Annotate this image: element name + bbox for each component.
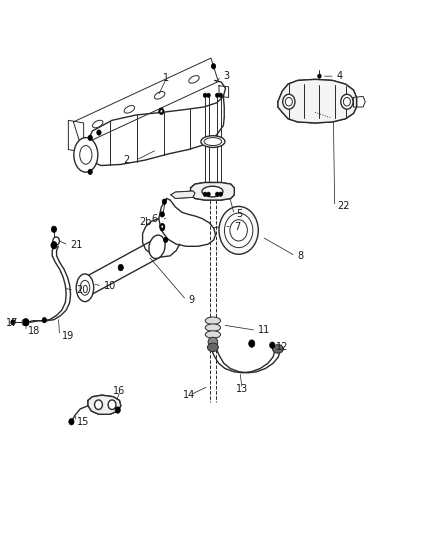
- Text: 19: 19: [62, 330, 74, 341]
- Text: 11: 11: [258, 325, 271, 335]
- Circle shape: [51, 226, 57, 232]
- Circle shape: [69, 418, 74, 425]
- Ellipse shape: [108, 400, 116, 409]
- Polygon shape: [88, 395, 121, 414]
- Ellipse shape: [74, 138, 98, 172]
- Text: 21: 21: [71, 240, 83, 250]
- Polygon shape: [191, 182, 234, 200]
- Text: 20: 20: [76, 286, 88, 295]
- Ellipse shape: [53, 237, 60, 245]
- Text: 9: 9: [188, 295, 194, 305]
- Ellipse shape: [205, 331, 220, 338]
- Ellipse shape: [224, 213, 253, 248]
- Ellipse shape: [343, 98, 350, 106]
- Circle shape: [118, 264, 124, 271]
- Circle shape: [215, 93, 219, 98]
- Text: 7: 7: [234, 222, 240, 232]
- Circle shape: [97, 130, 101, 135]
- Text: 12: 12: [276, 342, 288, 352]
- Text: 5: 5: [237, 209, 243, 220]
- Text: 6: 6: [152, 214, 158, 224]
- Ellipse shape: [202, 186, 223, 197]
- Circle shape: [212, 63, 216, 69]
- Circle shape: [88, 169, 92, 174]
- Circle shape: [270, 342, 275, 349]
- Ellipse shape: [201, 136, 225, 148]
- Text: 17: 17: [6, 318, 18, 328]
- Text: 2b: 2b: [139, 217, 151, 228]
- Ellipse shape: [76, 274, 94, 302]
- Circle shape: [249, 340, 255, 348]
- Circle shape: [11, 320, 15, 325]
- Circle shape: [159, 223, 165, 230]
- Ellipse shape: [155, 92, 165, 99]
- Text: 18: 18: [28, 326, 40, 336]
- Polygon shape: [171, 191, 195, 198]
- Circle shape: [163, 237, 168, 243]
- Circle shape: [318, 74, 321, 78]
- Ellipse shape: [189, 76, 199, 83]
- Circle shape: [215, 192, 219, 196]
- Polygon shape: [278, 79, 357, 123]
- Circle shape: [207, 192, 210, 196]
- Ellipse shape: [80, 280, 90, 295]
- Text: 16: 16: [113, 386, 126, 396]
- Ellipse shape: [205, 324, 220, 332]
- Circle shape: [160, 225, 164, 231]
- Ellipse shape: [208, 343, 219, 352]
- Text: 3: 3: [223, 71, 230, 81]
- Text: 2: 2: [123, 155, 130, 165]
- Circle shape: [161, 225, 163, 228]
- Circle shape: [42, 318, 46, 323]
- Text: 22: 22: [337, 201, 350, 212]
- Circle shape: [51, 241, 57, 249]
- Circle shape: [160, 212, 164, 217]
- Circle shape: [219, 93, 223, 98]
- Text: 10: 10: [104, 281, 117, 291]
- Circle shape: [160, 110, 162, 113]
- Ellipse shape: [80, 146, 92, 164]
- Text: 13: 13: [236, 384, 248, 394]
- Ellipse shape: [149, 235, 165, 259]
- Ellipse shape: [205, 317, 220, 325]
- Ellipse shape: [272, 345, 283, 353]
- Text: 1: 1: [162, 73, 169, 83]
- Ellipse shape: [22, 319, 27, 326]
- Text: 14: 14: [183, 390, 195, 400]
- Ellipse shape: [124, 106, 134, 113]
- Ellipse shape: [92, 120, 103, 128]
- Circle shape: [203, 192, 207, 196]
- Text: 8: 8: [297, 251, 304, 261]
- Ellipse shape: [219, 206, 258, 254]
- Text: 15: 15: [77, 417, 89, 427]
- Circle shape: [162, 199, 166, 204]
- Circle shape: [88, 135, 92, 141]
- Circle shape: [115, 407, 120, 413]
- Circle shape: [23, 319, 29, 326]
- Circle shape: [207, 93, 210, 98]
- Ellipse shape: [230, 220, 247, 241]
- Ellipse shape: [283, 94, 295, 109]
- Ellipse shape: [286, 98, 292, 106]
- Ellipse shape: [341, 94, 353, 109]
- Circle shape: [219, 192, 223, 196]
- Ellipse shape: [208, 337, 218, 347]
- Text: 4: 4: [337, 71, 343, 81]
- Circle shape: [159, 108, 164, 115]
- Circle shape: [203, 93, 207, 98]
- Ellipse shape: [95, 400, 102, 409]
